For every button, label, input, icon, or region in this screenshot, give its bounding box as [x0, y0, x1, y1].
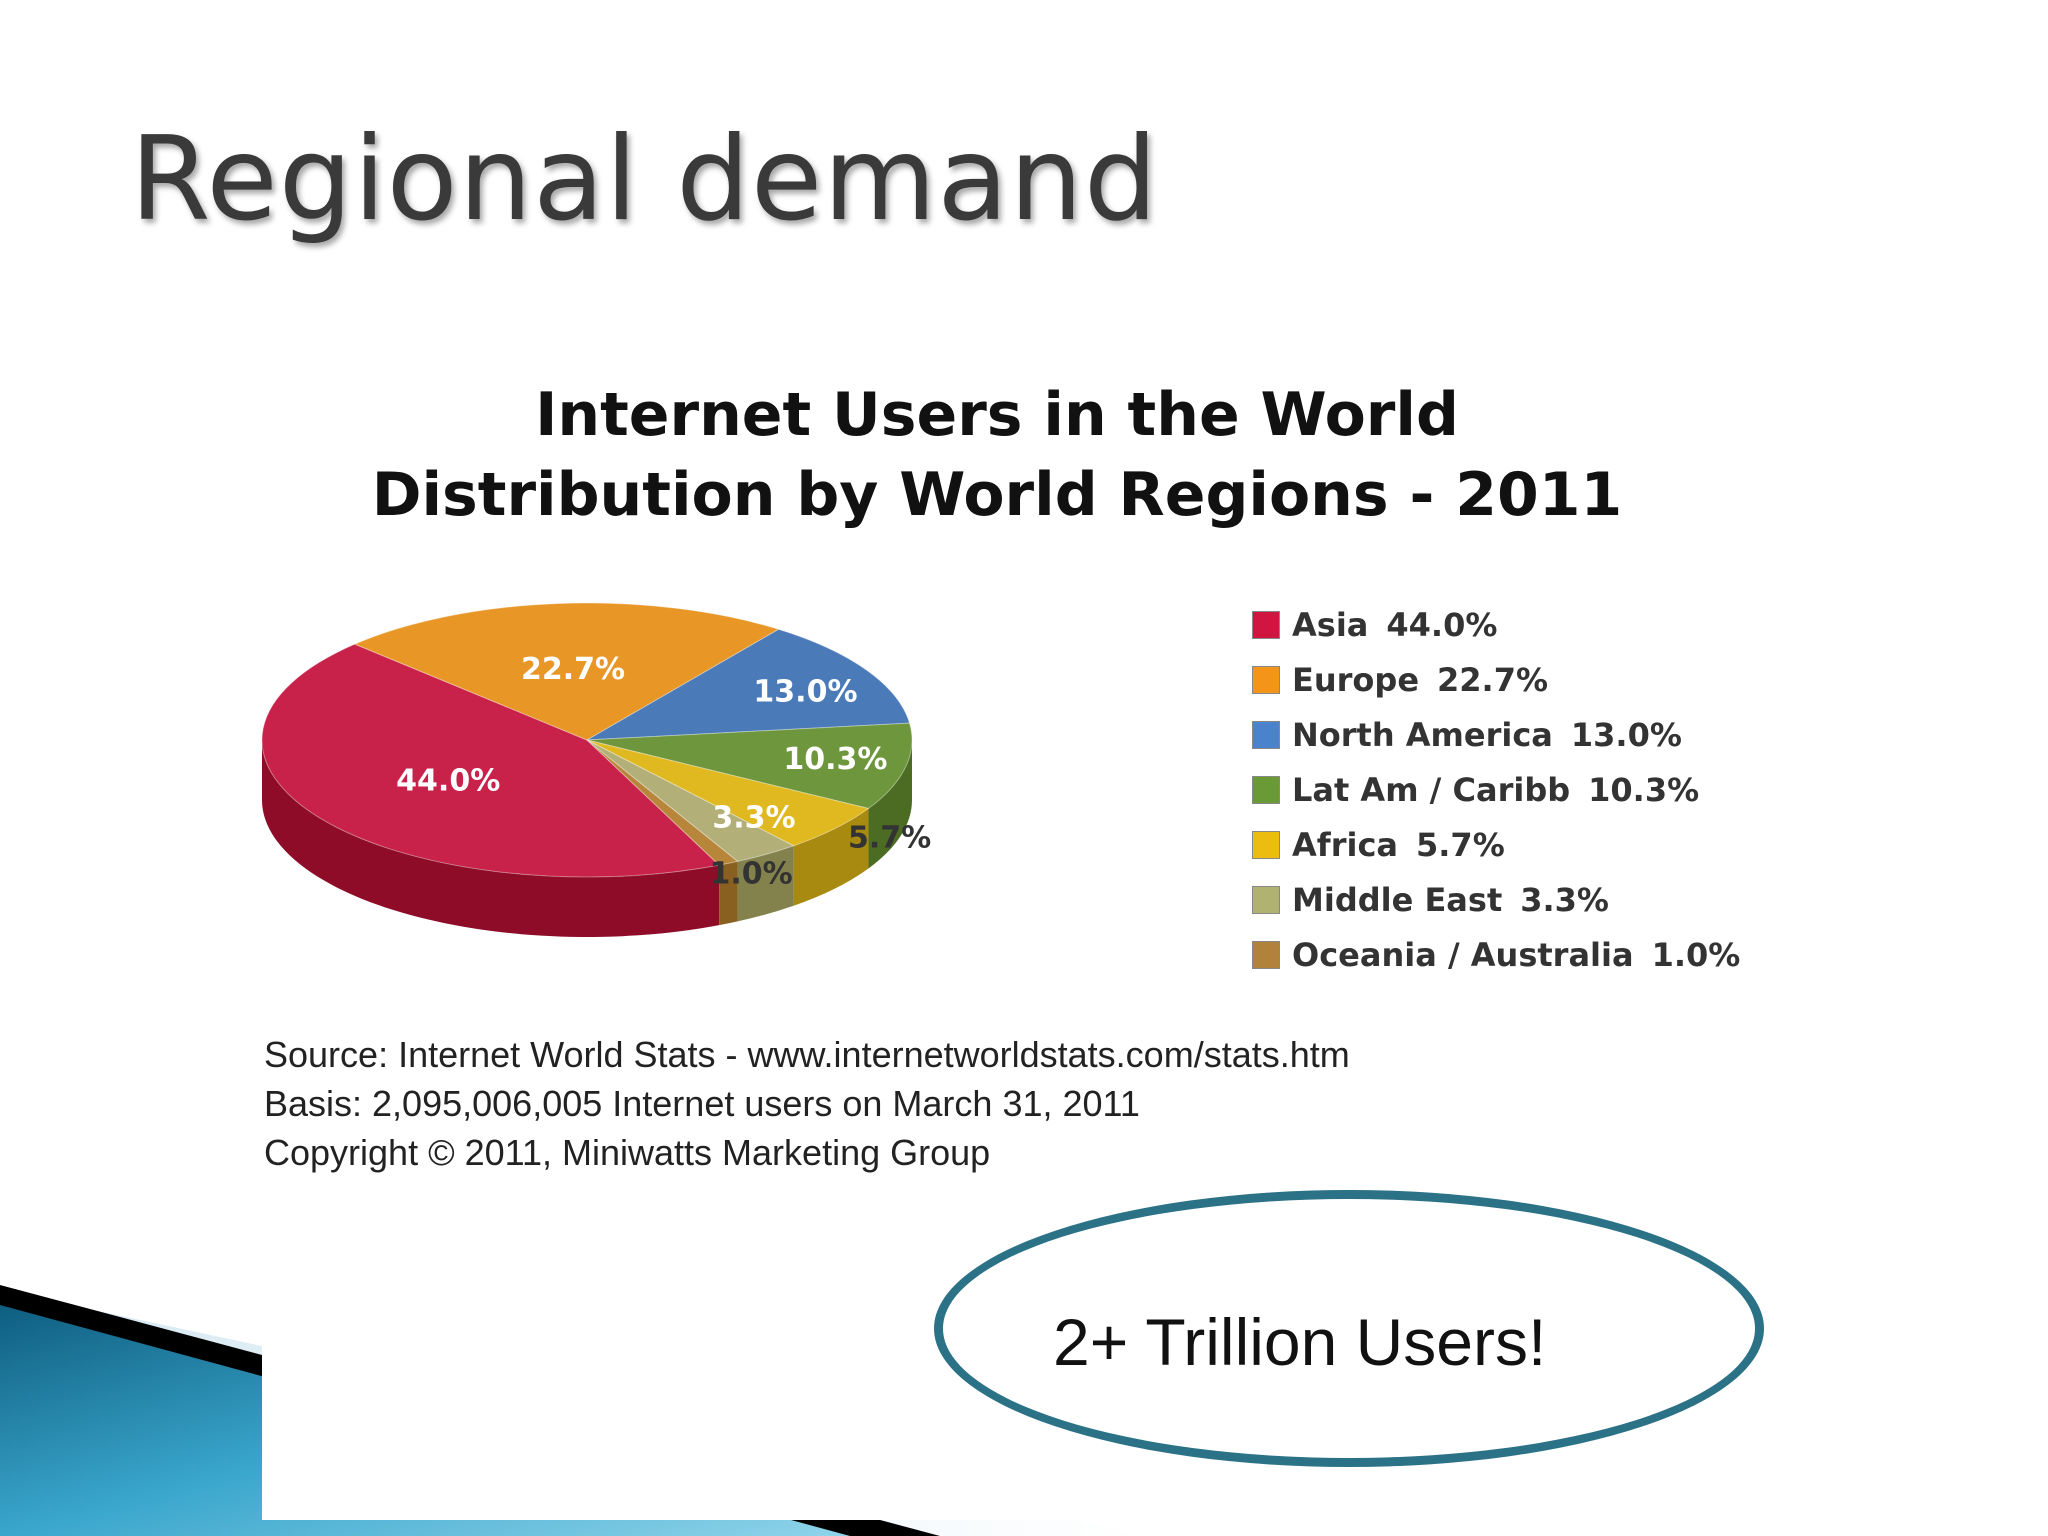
pie-slice-1: [353, 602, 780, 741]
basis-line: Basis: 2,095,006,005 Internet users on M…: [264, 1083, 1140, 1124]
legend-swatch: [1252, 885, 1280, 914]
legend-value: 10.3%: [1588, 770, 1700, 809]
pie-side-4: [793, 808, 869, 906]
pie-slice-0: [262, 643, 721, 878]
legend-swatch: [1252, 610, 1280, 639]
legend-name: Africa: [1292, 825, 1398, 864]
legend-swatch: [1252, 940, 1280, 969]
legend: Asia 44.0% Europe 22.7% North America 13.0% La…: [1252, 597, 1740, 982]
pie-side-walls: [262, 740, 912, 937]
pie-label-6: 1.0%: [709, 857, 792, 892]
legend-value: 22.7%: [1437, 660, 1549, 699]
source-line: Source: Internet World Stats - www.inter…: [264, 1034, 1350, 1075]
chart-title: Internet Users in the World: [535, 380, 1459, 450]
legend-name: Europe: [1292, 660, 1420, 699]
pie-slice-4: [586, 739, 870, 847]
legend-item: Middle East 3.3%: [1252, 872, 1740, 927]
source-notes: Source: Internet World Stats - www.inter…: [264, 1030, 1350, 1177]
copyright-line: Copyright © 2011, Miniwatts Marketing Gr…: [264, 1132, 991, 1173]
legend-value: 13.0%: [1570, 715, 1682, 754]
legend-item: Lat Am / Caribb 10.3%: [1252, 762, 1740, 817]
chart: Internet Users in the World Distribution…: [262, 360, 1772, 1520]
pie-side-6: [719, 861, 738, 926]
pie-slice-2: [586, 628, 911, 741]
legend-name: Lat Am / Caribb: [1292, 770, 1571, 809]
pie-slice-3: [586, 722, 913, 810]
pie-slice-6: [586, 739, 739, 866]
pie-chart: 44.0% 22.7% 13.0% 10.3% 5.7% 3.3% 1.0%: [262, 602, 931, 937]
chart-subtitle: Distribution by World Regions - 2011: [371, 460, 1623, 530]
pie-label-5: 3.3%: [712, 801, 795, 836]
legend-name: North America: [1292, 715, 1553, 754]
pie-label-3: 10.3%: [783, 742, 887, 777]
legend-value: 1.0%: [1651, 935, 1741, 974]
legend-swatch: [1252, 830, 1280, 859]
pie-slices: [262, 602, 913, 878]
legend-item: Africa 5.7%: [1252, 817, 1740, 872]
legend-item: Asia 44.0%: [1252, 597, 1740, 652]
callout-text: 2+ Trillion Users!: [1053, 1305, 1547, 1379]
legend-value: 5.7%: [1416, 825, 1505, 864]
legend-item: Europe 22.7%: [1252, 652, 1740, 707]
legend-swatch: [1252, 720, 1280, 749]
callout-oval: 2+ Trillion Users!: [934, 1190, 1764, 1467]
legend-value: 44.0%: [1386, 605, 1498, 644]
pie-side-3: [868, 740, 912, 869]
slide-title: Regional demand: [130, 112, 1159, 247]
pie-side-5: [737, 845, 794, 922]
legend-swatch: [1252, 775, 1280, 804]
legend-name: Oceania / Australia: [1292, 935, 1634, 974]
legend-name: Asia: [1292, 605, 1369, 644]
pie-slice-5: [586, 739, 795, 862]
legend-item: North America 13.0%: [1252, 707, 1740, 762]
pie-label-2: 13.0%: [753, 674, 857, 709]
legend-name: Middle East: [1292, 880, 1503, 919]
legend-item: Oceania / Australia 1.0%: [1252, 927, 1740, 982]
pie-label-1: 22.7%: [521, 652, 625, 687]
pie-label-4: 5.7%: [848, 820, 931, 855]
legend-swatch: [1252, 665, 1280, 694]
pie-label-0: 44.0%: [396, 764, 500, 799]
pie-labels: 44.0% 22.7% 13.0% 10.3% 5.7% 3.3% 1.0%: [396, 652, 931, 892]
pie-side-0: [262, 740, 720, 937]
legend-value: 3.3%: [1520, 880, 1609, 919]
